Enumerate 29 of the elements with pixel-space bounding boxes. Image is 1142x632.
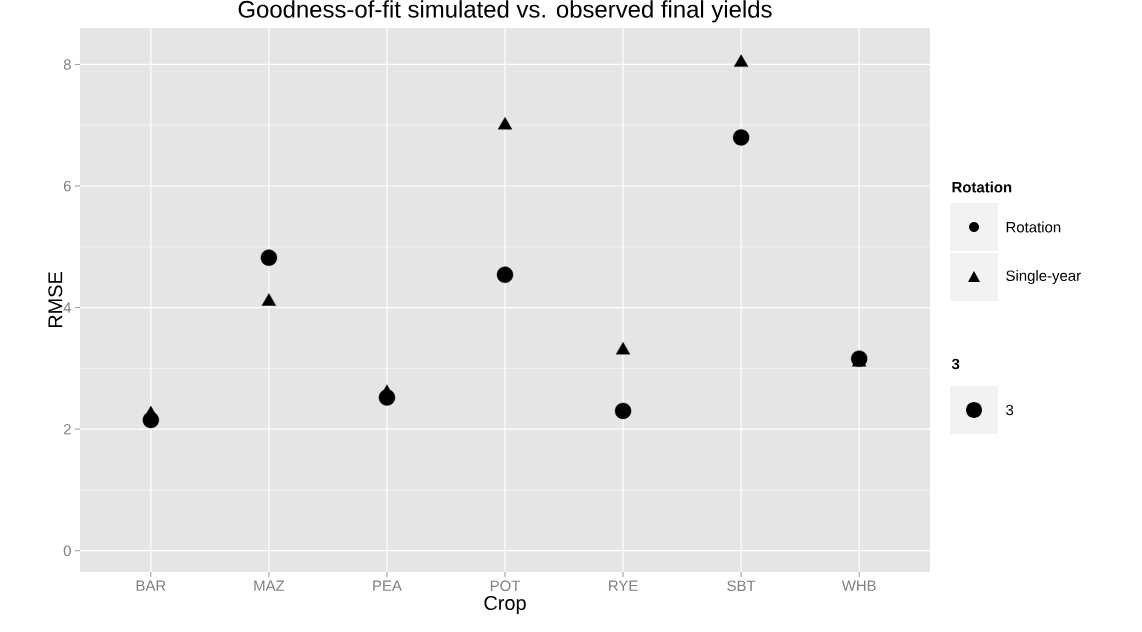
y-tick-label: 4 xyxy=(63,302,72,313)
x-tick-label: POT xyxy=(490,580,521,592)
point xyxy=(143,405,158,419)
point xyxy=(615,341,631,355)
x-tick-label: MAZ xyxy=(254,580,285,591)
x-axis-title: Crop xyxy=(484,595,526,614)
point xyxy=(497,117,513,130)
point xyxy=(614,402,632,420)
point xyxy=(260,249,278,266)
point xyxy=(733,54,749,67)
x-tick-label: WHB xyxy=(841,580,876,591)
x-tick-label: RYE xyxy=(609,580,638,591)
text: 3 xyxy=(1006,404,1014,416)
x-tick-label: SBT xyxy=(727,580,756,592)
y-tick-label: 0 xyxy=(63,545,71,556)
text: 3 xyxy=(951,358,960,370)
legend-label: Single-year xyxy=(1006,270,1081,284)
point xyxy=(261,293,277,306)
point xyxy=(732,129,750,146)
x-tick-label: PEA xyxy=(373,580,402,591)
y-tick-label: 6 xyxy=(63,180,71,192)
x-tick-label: BAR xyxy=(136,580,166,591)
y-tick-label: 8 xyxy=(63,59,71,70)
chart-title: Goodness-of-fit simulated vs. observed final yields xyxy=(238,0,772,23)
legend-label: Rotation xyxy=(1006,221,1061,233)
legend-title: Rotation xyxy=(952,181,1012,193)
y-tick-label: 2 xyxy=(63,423,71,435)
point xyxy=(496,266,514,283)
y-axis-title: RMSE xyxy=(48,272,63,328)
